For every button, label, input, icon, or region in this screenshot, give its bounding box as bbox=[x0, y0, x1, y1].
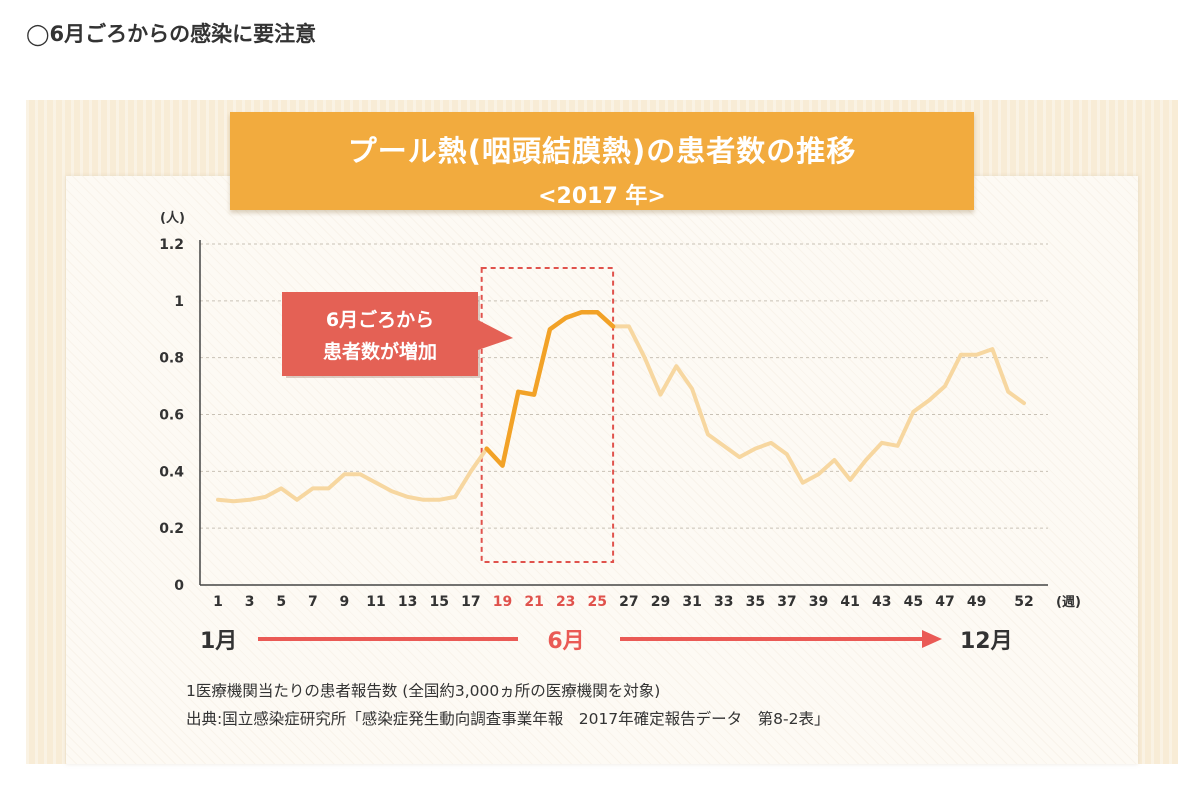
month-label-mid: 6月 bbox=[547, 629, 584, 654]
x-tick-label: 27 bbox=[619, 594, 638, 610]
x-tick-label: 37 bbox=[777, 594, 796, 610]
annotation-box bbox=[282, 292, 478, 376]
series-line bbox=[216, 310, 1026, 504]
highlight-range-box bbox=[480, 267, 615, 563]
x-tick-label: 31 bbox=[682, 594, 701, 610]
x-tick-label: 13 bbox=[398, 594, 417, 610]
y-tick-label: 0.8 bbox=[159, 351, 184, 367]
x-tick-label: 5 bbox=[276, 594, 286, 610]
x-axis-label: (週) bbox=[1056, 595, 1081, 610]
x-tick-label: 17 bbox=[461, 594, 480, 610]
y-tick-label: 0 bbox=[174, 578, 184, 594]
x-tick-label: 15 bbox=[430, 594, 449, 610]
x-tick-label: 21 bbox=[524, 594, 543, 610]
x-tick-label: 19 bbox=[493, 594, 512, 610]
x-tick-label: 25 bbox=[588, 594, 607, 610]
series-line-highlight bbox=[484, 309, 616, 468]
annotation-text-line-2: 患者数が増加 bbox=[323, 340, 437, 363]
chart-title: プール熱(咽頭結膜熱)の患者数の推移 bbox=[347, 134, 857, 168]
x-tick-label: 29 bbox=[651, 594, 670, 610]
chart-panel: プール熱(咽頭結膜熱)の患者数の推移 <2017 年> bbox=[26, 100, 1178, 764]
x-tick-label: 1 bbox=[213, 594, 223, 610]
x-tick-label: 35 bbox=[746, 594, 765, 610]
month-label-end: 12月 bbox=[960, 629, 1013, 654]
x-tick-label: 45 bbox=[904, 594, 923, 610]
x-tick-label: 9 bbox=[340, 594, 350, 610]
x-tick-label: 41 bbox=[840, 594, 859, 610]
chart-inner-panel bbox=[66, 176, 1138, 764]
y-tick-label: 0.6 bbox=[159, 408, 184, 424]
x-tick-label: 49 bbox=[967, 594, 986, 610]
section-heading: ◯6月ごろからの感染に要注意 bbox=[26, 22, 317, 46]
chart-subtitle: <2017 年> bbox=[538, 184, 666, 209]
x-tick-label: 33 bbox=[714, 594, 733, 610]
y-tick-label: 1.2 bbox=[159, 237, 184, 253]
annotation-pointer bbox=[478, 320, 513, 350]
y-tick-label: 1 bbox=[174, 294, 184, 310]
x-tick-label: 11 bbox=[366, 594, 385, 610]
x-tick-label: 3 bbox=[245, 594, 255, 610]
y-tick-label: 0.2 bbox=[159, 521, 184, 537]
footnote-line-1: 1医療機関当たりの患者報告数 (全国約3,000ヵ所の医療機関を対象) bbox=[186, 682, 661, 700]
y-tick-label: 0.4 bbox=[159, 464, 184, 480]
y-axis-label: (人) bbox=[160, 210, 185, 226]
footnote-line-2: 出典:国立感染症研究所「感染症発生動向調査事業年報 2017年確定報告データ 第… bbox=[186, 710, 830, 728]
annotation-text-line-1: 6月ごろから bbox=[326, 308, 434, 331]
x-tick-label: 7 bbox=[308, 594, 318, 610]
x-tick-label: 43 bbox=[872, 594, 891, 610]
x-tick-label: 47 bbox=[935, 594, 954, 610]
x-tick-label: 23 bbox=[556, 594, 575, 610]
month-arrow-head bbox=[922, 630, 942, 648]
month-label-start: 1月 bbox=[200, 629, 237, 654]
chart-title-box: プール熱(咽頭結膜熱)の患者数の推移 <2017 年> bbox=[230, 112, 974, 210]
x-tick-label: 39 bbox=[809, 594, 828, 610]
x-tick-label: 52 bbox=[1014, 594, 1033, 610]
